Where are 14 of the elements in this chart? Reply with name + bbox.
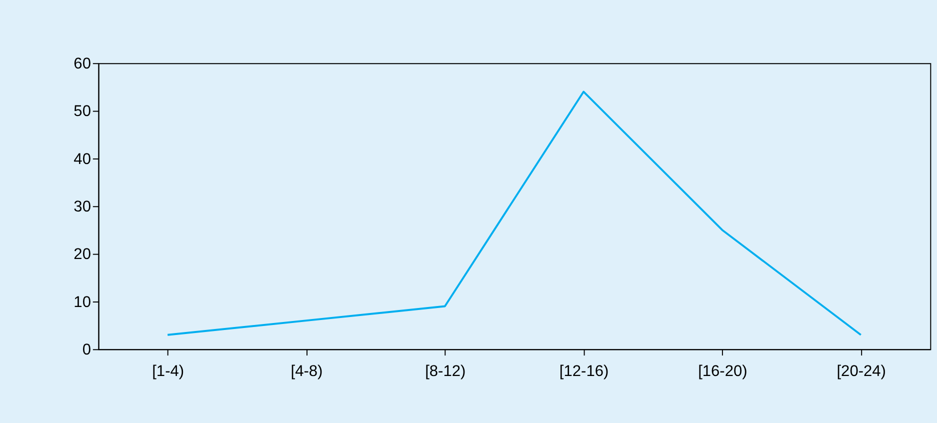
y-tick-label: 0 — [82, 342, 92, 359]
y-tick-label: 40 — [74, 150, 92, 168]
line-series — [166, 90, 862, 336]
x-tick-label: [20-24) — [836, 362, 886, 380]
y-tick-label: 60 — [74, 55, 92, 72]
y-tick-label: 30 — [74, 198, 92, 216]
x-tick-label: [4-8) — [290, 362, 323, 380]
x-tick-label: [12-16) — [559, 362, 609, 380]
x-tick-label: [16-20) — [698, 362, 748, 380]
y-tick-label: 10 — [74, 294, 92, 311]
y-tick-label: 20 — [74, 246, 92, 264]
x-tick-label: [1-4) — [152, 362, 184, 380]
x-tick-label: [8-12) — [425, 362, 466, 380]
y-tick-label: 50 — [74, 103, 92, 120]
